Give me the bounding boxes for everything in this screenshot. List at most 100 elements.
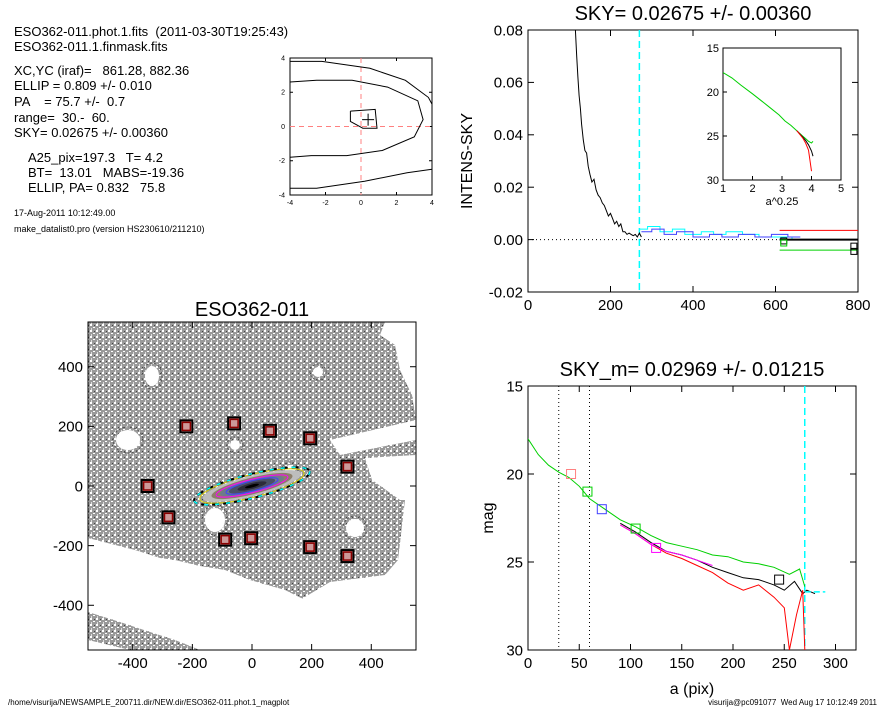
y-tick-label: -0.02 [489, 284, 523, 301]
y-tick-label: 30 [506, 642, 523, 659]
date-line: 17-Aug-2011 10:12:49.00 [14, 208, 116, 218]
center-contour-panel: -4 -2 0 2 4 -4 -2 0 2 4 [279, 55, 434, 207]
sky-square-marker [850, 247, 858, 255]
sky-box [262, 423, 277, 438]
star-mask [205, 508, 225, 532]
star-mask [346, 519, 364, 537]
star-halo [309, 363, 327, 381]
file-line: ESO362-011.phot.1.fits (2011-03-30T19:25… [14, 24, 289, 39]
y-tick-label: 200 [58, 419, 83, 436]
mag-profile-panel: 0 50 100 150 200 250 300 15 20 25 30 SKY_m= 0.02969… [480, 359, 857, 698]
x-tick-label: 200 [720, 655, 745, 672]
star-halo [141, 362, 163, 390]
sky-box [340, 459, 355, 474]
series-line [574, 30, 642, 238]
x-tick-label: -400 [118, 655, 148, 672]
x-tick-label: 1 [720, 183, 726, 195]
sky-box-inner [229, 418, 239, 429]
sky-box [303, 540, 318, 555]
sky-box-inner [142, 481, 153, 491]
x-tick-label: -2 [322, 200, 328, 207]
y-axis-label: mag [480, 502, 497, 533]
x-tick-label: 400 [359, 655, 384, 672]
inset-background [723, 48, 841, 180]
sky-box-inner [220, 534, 230, 545]
mag-square-marker [566, 469, 577, 479]
x-tick-label: 250 [772, 655, 797, 672]
star-mask [313, 367, 323, 377]
x-tick-label: 0 [248, 655, 256, 672]
x-tick-label: 200 [299, 655, 324, 672]
mag-frame [527, 385, 857, 651]
x-tick-label: -200 [177, 655, 207, 672]
isophote-contour [225, 477, 279, 495]
x-tick-label: 100 [618, 655, 643, 672]
y-tick-label: 0.08 [494, 22, 523, 39]
sky-box-inner [342, 461, 353, 472]
y-tick-label: -400 [53, 598, 83, 615]
mag-square-marker [582, 486, 593, 497]
image-title: ESO362-011 [195, 299, 309, 321]
aperture-ellipse-cyan [193, 466, 311, 506]
x-axis-label: a (pix) [670, 681, 714, 698]
inset-series-line [723, 72, 814, 144]
y-tick-label: 0 [75, 478, 83, 495]
mag-series-line [528, 438, 806, 587]
y-tick-label: 20 [707, 87, 719, 99]
masked-patch [330, 420, 416, 455]
x-tick-label: 2 [749, 183, 755, 195]
star-halo [112, 426, 144, 454]
x-tick-label: 600 [763, 297, 788, 314]
x-tick-label: 4 [808, 183, 814, 195]
x-tick-label: 4 [430, 200, 434, 207]
sky-profile-panel: 0 200 400 600 800 -0.02 0.00 0.02 0.04 0.06 0.08 SK… [459, 3, 871, 314]
sky-box [303, 431, 318, 446]
param-line: SKY= 0.02675 +/- 0.00360 [14, 125, 168, 140]
sky-box-inner [163, 512, 174, 523]
sky-box [140, 479, 155, 493]
star-mask [116, 430, 140, 450]
param-line: range= 30.- 60. [14, 110, 110, 125]
star-mask [230, 440, 240, 450]
mag-square-marker [596, 504, 607, 515]
x-tick-label: 50 [571, 655, 588, 672]
y-tick-label: 0.02 [494, 179, 523, 196]
x-tick-label: 5 [838, 183, 844, 195]
y-tick-label: 400 [58, 359, 83, 376]
x-tick-label: 200 [598, 297, 623, 314]
star-mask [145, 366, 159, 386]
param-line: PA = 75.7 +/- 0.7 [14, 94, 126, 109]
star-halo [226, 436, 244, 454]
y-tick-label: -2 [279, 158, 285, 165]
galaxy-isophote [245, 483, 259, 489]
mag-square-marker [774, 574, 785, 585]
x-tick-label: -4 [287, 200, 293, 207]
y-tick-label: -4 [279, 192, 285, 199]
x-tick-label: 0 [359, 200, 363, 207]
y-tick-label: 15 [506, 378, 523, 395]
sky-box [179, 419, 194, 434]
y-tick-label: 20 [506, 466, 523, 483]
chart-title: SKY_m= 0.02969 +/- 0.01215 [560, 359, 825, 381]
sky-box [244, 531, 259, 546]
y-tick-label: 0.00 [494, 232, 523, 249]
y-tick-label: 4 [281, 55, 285, 62]
x-tick-label: 300 [823, 655, 848, 672]
y-axis-label: INTENS-SKY [459, 113, 476, 209]
x-tick-label: 0 [524, 297, 532, 314]
mag-series-line [620, 524, 713, 566]
mask-line: ESO362-011.1.finmask.fits [14, 39, 168, 54]
x-tick-label: 400 [680, 297, 705, 314]
y-tick-label: 15 [707, 43, 719, 55]
y-tick-label: -200 [53, 538, 83, 555]
sky-inset-panel: 1 2 3 4 5 15 20 25 30 a^0.25 [707, 43, 844, 208]
result-line: ELLIP, PA= 0.832 75.8 [28, 180, 166, 195]
sky-box-inner [305, 542, 315, 552]
x-tick-label: 0 [524, 655, 532, 672]
program-line: make_datalist0.pro (version HS230610/211… [14, 224, 205, 234]
mag-series-line [620, 522, 816, 595]
mag-square-marker [651, 542, 662, 553]
param-line: XC,YC (iraf)= 861.28, 882.36 [14, 63, 190, 78]
sky-box-inner [246, 533, 256, 543]
y-tick-label: 0.06 [494, 75, 523, 92]
